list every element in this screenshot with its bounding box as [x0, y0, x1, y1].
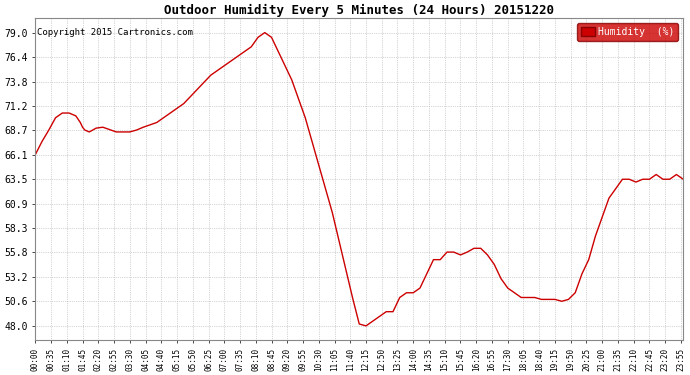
Title: Outdoor Humidity Every 5 Minutes (24 Hours) 20151220: Outdoor Humidity Every 5 Minutes (24 Hou… — [164, 4, 554, 17]
Text: Copyright 2015 Cartronics.com: Copyright 2015 Cartronics.com — [37, 28, 193, 37]
Legend: Humidity  (%): Humidity (%) — [577, 23, 678, 41]
